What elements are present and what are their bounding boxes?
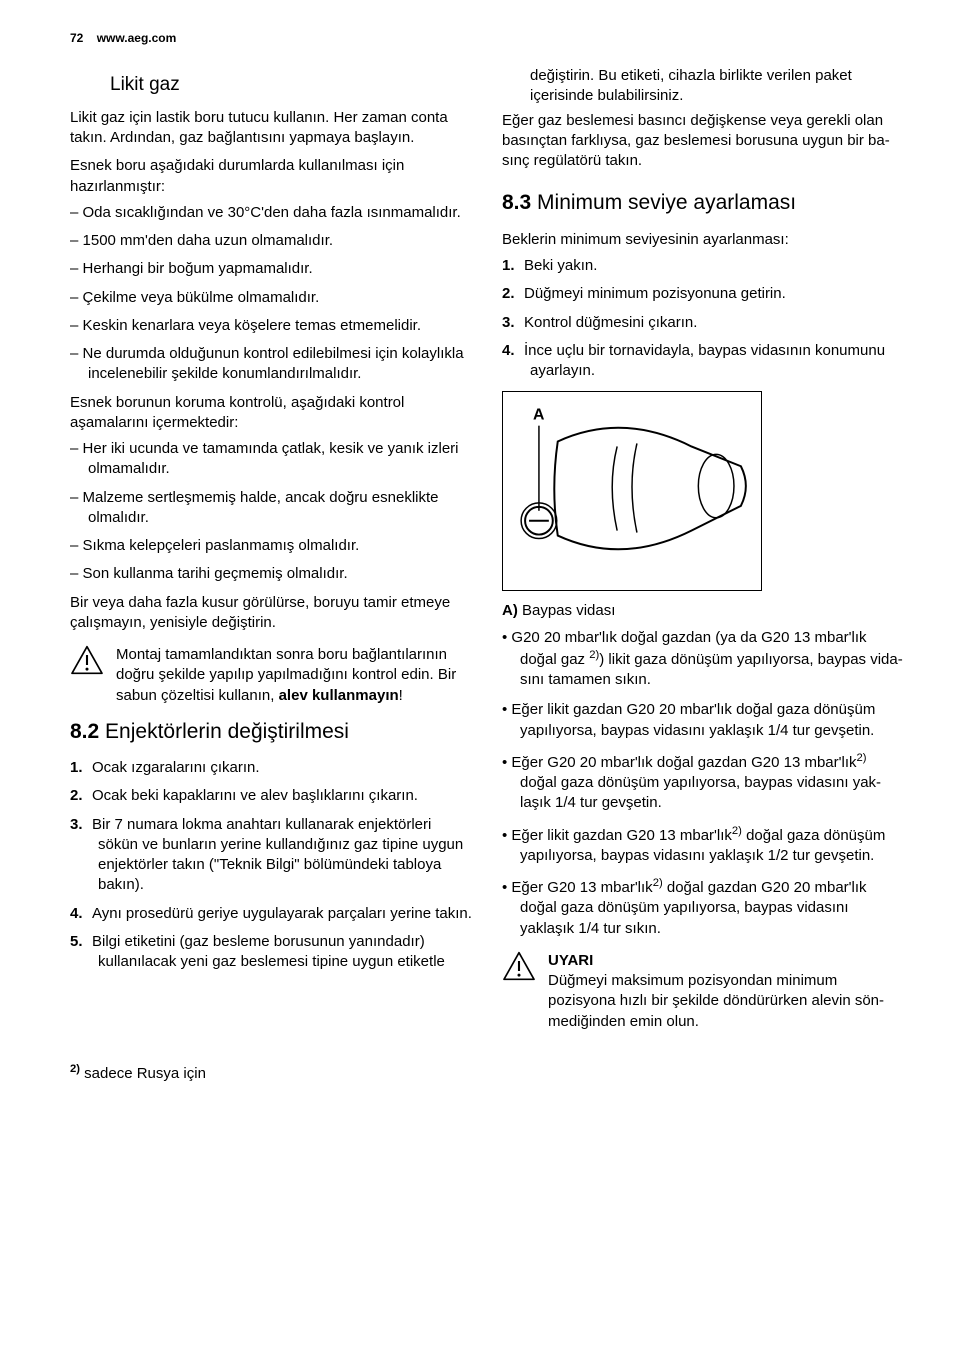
bullet-pre: Eğer likit gazdan G20 13 mbar'lık [511,827,731,844]
list-item: Keskin kenarlara veya köşelere temas etm… [70,316,472,336]
step-text: İnce uçlu bir tornavidayla, baypas vi­da… [524,342,885,379]
bullet-post: doğal gaza dönü­şüm yapılıyorsa, baypas … [520,774,881,811]
step-text: Aynı prosedürü geriye uygulayarak parçal… [92,905,472,922]
diagram-label-a: A [533,407,545,424]
injector-steps-list: 1.Ocak ızgaralarını çıkarın. 2.Ocak beki… [70,758,472,972]
warning-icon [70,645,104,675]
footnote: 2) sadece Rusya için [70,1062,904,1084]
list-item: 3.Bir 7 numara lokma anahtarı kulla­nara… [70,815,472,896]
bullet-sup: 2) [732,825,742,837]
bypass-screw-diagram: A [502,391,762,591]
section-8-3: 8.3 Minimum seviye ayarlaması [502,189,904,217]
list-item: Sıkma kelepçeleri paslanmamış olma­lıdır… [70,536,472,556]
bullet-pre: Eğer likit gazdan G20 20 mbar'lık doğal … [511,701,875,738]
subsection-likit-gaz: Likit gaz [110,72,472,98]
warning-body: Düğmeyi maksimum pozisyon­dan minimum po… [548,971,904,1032]
warning-icon [502,951,536,981]
list-item: Eğer G20 13 mbar'lık2) doğal gazdan G20 … [502,876,904,939]
list-item: Eğer G20 20 mbar'lık doğal gazdan G20 13… [502,751,904,814]
step-text: Beki yakın. [524,257,597,274]
list-item: G20 20 mbar'lık doğal gazdan (ya da G20 … [502,628,904,691]
para-likit-4: Bir veya daha fazla kusur görülürse, bo­… [70,593,472,634]
bullet-pre: Eğer G20 20 mbar'lık doğal gazdan G20 13… [511,754,856,771]
list-item: Herhangi bir boğum yapmamalıdır. [70,259,472,279]
list-item: Oda sıcaklığından ve 30°C'den daha fazla… [70,203,472,223]
bullet-pre: Eğer G20 13 mbar'lık [511,879,652,896]
conversion-bullets: G20 20 mbar'lık doğal gazdan (ya da G20 … [502,628,904,939]
list-item: Malzeme sertleşmemiş halde, ancak doğru … [70,488,472,529]
step-text: Kontrol düğmesini çıkarın. [524,314,697,331]
list-item: Çekilme veya bükülme olmamalıdır. [70,288,472,308]
legend-text: Baypas vidası [518,602,616,619]
list-item: 5.Bilgi etiketini (gaz besleme borusu­nu… [70,932,472,973]
header-url: www.aeg.com [97,31,177,45]
list-item: 4.Aynı prosedürü geriye uygulayarak parç… [70,904,472,924]
step-text: Bir 7 numara lokma anahtarı kulla­narak … [92,816,463,894]
section-text: Minimum seviye ayarlaması [531,191,796,214]
list-item: Ne durumda olduğunun kontrol edile­bilme… [70,344,472,385]
para-continuation: değiştirin. Bu etiketi, cihazla birlikte… [502,66,904,107]
footnote-sup: 2) [70,1063,80,1075]
legend-key: A) [502,602,518,619]
warn-text-c: ! [399,687,403,704]
para-likit-2: Esnek boru aşağıdaki durumlarda kulla­nı… [70,156,472,197]
flex-pipe-conditions-list: Oda sıcaklığından ve 30°C'den daha fazla… [70,203,472,385]
warning-text: Montaj tamamlandıktan sonra boru bağlant… [116,645,472,706]
warning-title: UYARI [548,951,904,971]
bullet-sup: 2) [589,649,599,661]
flex-pipe-check-list: Her iki ucunda ve tamamında çatlak, kesi… [70,439,472,585]
step-text: Bilgi etiketini (gaz besleme borusu­nun … [92,933,445,970]
list-item: Son kullanma tarihi geçmemiş olmalı­dır. [70,564,472,584]
section-num: 8.2 [70,720,99,743]
section-text: Enjektörlerin değiştirilmesi [99,720,349,743]
warning-text: UYARI Düğmeyi maksimum pozisyon­dan mini… [548,951,904,1032]
warning-soap-test: Montaj tamamlandıktan sonra boru bağlant… [70,645,472,706]
footnote-text: sadece Rusya için [80,1065,206,1082]
list-item: 1.Ocak ızgaralarını çıkarın. [70,758,472,778]
right-column: değiştirin. Bu etiketi, cihazla birlikte… [502,66,904,1044]
bullet-sup: 2) [857,752,867,764]
list-item: 4.İnce uçlu bir tornavidayla, baypas vi­… [502,341,904,382]
step-text: Düğmeyi minimum pozisyonuna ge­tirin. [524,285,786,302]
section-8-2: 8.2 Enjektörlerin değiştirilmesi [70,718,472,746]
step-text: Ocak ızgaralarını çıkarın. [92,759,260,776]
warning-flame: UYARI Düğmeyi maksimum pozisyon­dan mini… [502,951,904,1032]
section-num: 8.3 [502,191,531,214]
list-item: 1.Beki yakın. [502,256,904,276]
left-column: Likit gaz Likit gaz için lastik boru tut… [70,66,472,1044]
page-header: 72 www.aeg.com [70,30,904,46]
list-item: 2.Düğmeyi minimum pozisyonuna ge­tirin. [502,284,904,304]
list-item: 1500 mm'den daha uzun olmamalıdır. [70,231,472,251]
list-item: Her iki ucunda ve tamamında çatlak, kesi… [70,439,472,480]
para-min-level: Beklerin minimum seviyesinin ayarlan­mas… [502,230,904,250]
step-text: Ocak beki kapaklarını ve alev başlık­lar… [92,787,418,804]
page-number: 72 [70,31,83,45]
warn-text-b: alev kullanmayın [279,687,399,704]
diagram-legend: A) Baypas vidası [502,601,904,621]
list-item: Eğer likit gazdan G20 13 mbar'lık2) doğa… [502,824,904,867]
list-item: Eğer likit gazdan G20 20 mbar'lık doğal … [502,700,904,741]
list-item: 2.Ocak beki kapaklarını ve alev başlık­l… [70,786,472,806]
para-likit-1: Likit gaz için lastik boru tutucu kullan… [70,108,472,149]
two-column-layout: Likit gaz Likit gaz için lastik boru tut… [70,66,904,1044]
para-pressure: Eğer gaz beslemesi basıncı değişkense ve… [502,111,904,172]
min-level-steps: 1.Beki yakın. 2.Düğmeyi minimum pozisyon… [502,256,904,381]
list-item: 3.Kontrol düğmesini çıkarın. [502,313,904,333]
para-likit-3: Esnek borunun koruma kontrolü, aşağıdaki… [70,393,472,434]
bullet-sup: 2) [653,877,663,889]
